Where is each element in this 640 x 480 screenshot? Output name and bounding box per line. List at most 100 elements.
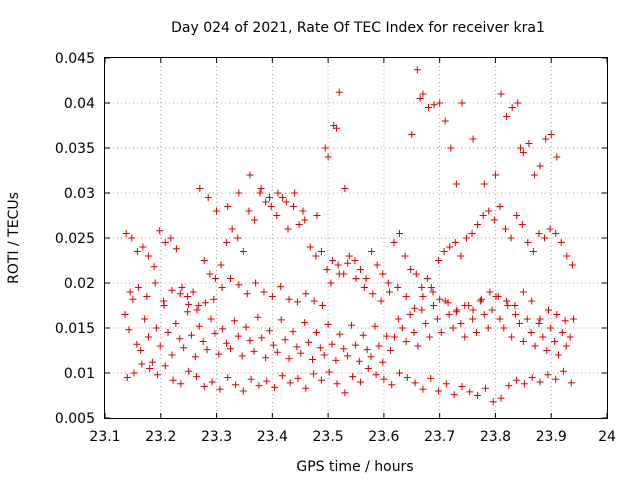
data-point — [195, 322, 203, 330]
data-point — [490, 216, 498, 224]
data-point — [317, 248, 325, 255]
data-point — [452, 180, 460, 188]
data-point — [508, 333, 516, 341]
data-point — [341, 185, 349, 192]
data-point — [284, 225, 292, 233]
data-point — [413, 66, 421, 74]
data-point — [294, 374, 302, 382]
data-point — [375, 342, 383, 350]
data-point — [152, 324, 160, 332]
data-point — [267, 203, 275, 210]
data-point — [450, 391, 458, 399]
data-point — [308, 356, 316, 363]
data-point — [513, 376, 521, 384]
data-points — [121, 66, 578, 406]
data-point — [122, 230, 130, 237]
data-point — [536, 162, 544, 170]
data-point — [418, 306, 426, 314]
data-point — [356, 378, 364, 386]
data-point — [243, 290, 251, 298]
data-point — [128, 234, 136, 242]
data-point — [531, 342, 539, 350]
data-point — [419, 293, 427, 300]
data-point — [515, 320, 523, 327]
data-point — [562, 342, 570, 350]
data-point — [557, 239, 565, 246]
data-point — [246, 171, 254, 179]
data-point — [486, 288, 494, 296]
data-point — [199, 338, 207, 345]
data-point — [305, 338, 313, 346]
data-point — [411, 304, 419, 312]
data-point — [125, 326, 133, 334]
data-point — [501, 225, 509, 233]
data-point — [344, 259, 352, 267]
data-point — [419, 90, 427, 98]
data-point — [213, 207, 221, 215]
data-point — [156, 342, 164, 350]
data-point — [436, 99, 444, 107]
data-point — [164, 329, 172, 336]
data-point — [364, 365, 372, 372]
data-point — [316, 344, 324, 352]
data-point — [207, 315, 215, 323]
data-point — [458, 99, 466, 107]
data-point — [329, 257, 337, 264]
data-point — [281, 336, 289, 344]
data-point — [211, 329, 219, 337]
data-point — [348, 321, 356, 329]
data-point — [507, 234, 515, 242]
data-point — [129, 295, 137, 303]
data-point — [201, 299, 209, 307]
data-point — [373, 261, 381, 269]
data-point — [408, 131, 416, 138]
data-point — [185, 367, 193, 375]
data-point — [151, 279, 159, 287]
data-point — [474, 221, 482, 228]
data-point — [219, 325, 227, 333]
x-tick-label: 23.8 — [480, 429, 511, 445]
data-point — [312, 329, 320, 336]
data-point — [180, 344, 188, 352]
data-point — [535, 320, 543, 327]
data-point — [547, 131, 555, 138]
data-point — [559, 367, 567, 375]
data-point — [266, 327, 274, 335]
data-point — [519, 149, 527, 156]
data-point — [536, 378, 544, 386]
data-point — [134, 284, 142, 291]
y-tick-label: 0.025 — [55, 231, 95, 247]
data-point — [488, 306, 496, 314]
data-point — [192, 373, 200, 381]
data-point — [263, 377, 271, 385]
data-point — [505, 382, 513, 390]
data-point — [335, 270, 343, 278]
data-point — [519, 288, 527, 296]
data-point — [167, 234, 175, 242]
data-point — [133, 340, 141, 348]
data-point — [349, 373, 357, 381]
data-point — [570, 315, 578, 323]
data-point — [513, 212, 521, 219]
data-point — [390, 239, 398, 246]
data-point — [449, 324, 457, 332]
data-point — [390, 333, 398, 341]
data-point — [234, 332, 242, 340]
data-point — [379, 358, 387, 366]
data-point — [539, 333, 547, 341]
data-point — [301, 216, 309, 224]
data-point — [262, 198, 270, 206]
data-point — [433, 315, 441, 323]
data-point — [156, 227, 164, 235]
data-point — [425, 104, 433, 111]
y-tick-label: 0.005 — [55, 411, 95, 427]
data-point — [563, 252, 571, 260]
axis-ticks — [104, 57, 608, 419]
data-point — [310, 370, 318, 378]
data-point — [356, 266, 364, 273]
data-point — [285, 295, 293, 303]
data-point — [234, 234, 242, 242]
data-point — [457, 320, 465, 327]
grid-lines — [105, 58, 607, 418]
data-point — [412, 270, 420, 278]
